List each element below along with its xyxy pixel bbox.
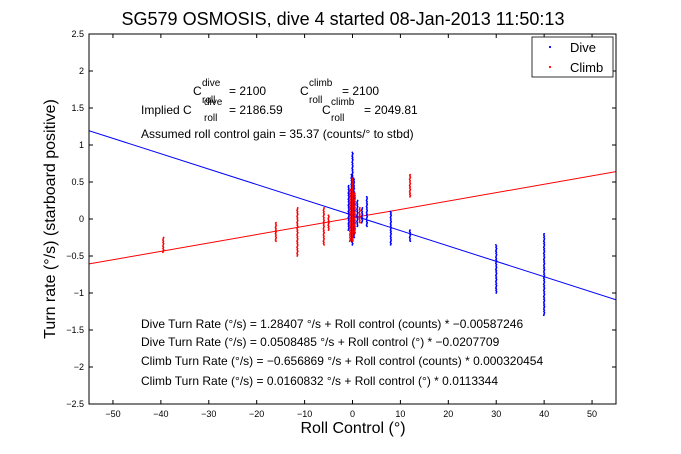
dive-degrees-equation: Dive Turn Rate (°/s) = 0.0508485 °/s + R… <box>141 335 500 349</box>
legend-climb-marker <box>548 65 552 69</box>
climb-point <box>327 214 330 217</box>
climb-point <box>296 207 299 209</box>
climb-point <box>409 173 412 176</box>
y-axis-label: Turn rate (°/s) (starboard positive) <box>42 99 59 339</box>
c-roll-dive-annotation: C dive roll = 2100 <box>193 78 266 106</box>
y-tick-label: −1.5 <box>66 325 84 335</box>
c-roll-climb-annotation: C climb roll = 2100 <box>300 78 379 106</box>
climb-counts-equation: Climb Turn Rate (°/s) = −0.656869 °/s + … <box>141 354 543 368</box>
x-tick-label: 10 <box>395 409 405 419</box>
x-tick-label: −50 <box>105 409 120 419</box>
y-tick-label: 1.5 <box>71 103 84 113</box>
climb-point <box>323 207 326 209</box>
legend-dive-label: Dive <box>570 40 596 55</box>
x-tick-label: −10 <box>297 409 312 419</box>
c-roll-dive-sub: roll <box>202 95 215 106</box>
climb-point <box>351 177 354 180</box>
assumed-gain-text: Assumed roll control gain = 35.37 (count… <box>141 127 414 141</box>
dive-point <box>365 195 368 198</box>
y-tick-label: 0.5 <box>71 177 84 187</box>
c-roll-dive-sup: dive <box>202 78 221 89</box>
implied-dive-value: = 2186.59 <box>229 103 283 117</box>
dive-counts-equation: Dive Turn Rate (°/s) = 1.28407 °/s + Rol… <box>141 317 523 331</box>
dive-point <box>347 184 350 187</box>
x-tick-label: −30 <box>201 409 216 419</box>
plot-area: −50 −40 −30 −20 −10 0 10 20 30 40 50−2.5−2−1.5−1−0… <box>66 29 617 419</box>
climb-series <box>161 173 412 257</box>
c-roll-climb-sub: roll <box>309 95 322 106</box>
c-roll-climb-label: C <box>300 84 309 98</box>
climb-point <box>349 188 352 191</box>
x-tick-label: 0 <box>350 409 355 419</box>
x-tick-label: 20 <box>443 409 453 419</box>
legend-box <box>531 36 614 78</box>
y-tick-label: 1 <box>79 140 84 150</box>
implied-climb-sup: climb <box>331 97 355 108</box>
y-tick-label: −0.5 <box>66 251 84 261</box>
implied-climb-sub: roll <box>331 113 344 124</box>
x-tick-label: 50 <box>587 409 597 419</box>
dive-point <box>389 210 392 213</box>
c-roll-dive-value: = 2100 <box>229 84 266 98</box>
y-tick-label: −2.5 <box>66 399 84 409</box>
climb-point <box>358 207 361 209</box>
implied-c-roll-annotation: Implied C dive roll = 2186.59 C climb ro… <box>141 97 418 124</box>
chart-title: SG579 OSMOSIS, dive 4 started 08-Jan-201… <box>122 9 565 29</box>
climb-point <box>353 192 356 195</box>
c-roll-dive-label: C <box>193 84 202 98</box>
x-axis-label: Roll Control (°) <box>300 420 405 437</box>
dive-point <box>352 177 355 180</box>
y-tick-label: 2 <box>79 66 84 76</box>
dive-point <box>356 199 359 202</box>
climb-degrees-equation: Climb Turn Rate (°/s) = 0.0160832 °/s + … <box>141 374 498 388</box>
data-points <box>161 151 546 317</box>
annotations: C dive roll = 2100 C climb roll = 2100 I… <box>141 78 543 388</box>
dive-point <box>351 151 354 154</box>
implied-prefix: Implied C <box>141 103 192 117</box>
y-tick-label: −2 <box>74 362 84 372</box>
y-tick-label: 2.5 <box>71 29 84 39</box>
y-tick-label: −1 <box>74 288 84 298</box>
dive-point <box>543 232 546 235</box>
y-tick-label: 0 <box>79 214 84 224</box>
implied-dive-sub: roll <box>204 113 217 124</box>
x-tick-label: 40 <box>539 409 549 419</box>
dive-point <box>409 229 411 232</box>
climb-point <box>275 221 277 224</box>
implied-dive-sup: dive <box>204 97 223 108</box>
legend-dive-marker <box>548 45 552 49</box>
implied-climb-value: = 2049.81 <box>364 103 418 117</box>
implied-climb-label: C <box>322 103 331 117</box>
axis-ticks: −50 −40 −30 −20 −10 0 10 20 30 40 50−2.5−2−1.5−1−0… <box>66 29 616 419</box>
legend: Dive Climb <box>531 36 614 78</box>
x-tick-label: −20 <box>249 409 264 419</box>
dive-point <box>494 244 497 246</box>
legend-climb-label: Climb <box>570 60 603 75</box>
c-roll-climb-sup: climb <box>309 78 333 89</box>
x-tick-label: 30 <box>491 409 501 419</box>
climb-point <box>162 236 165 239</box>
dive-point <box>361 207 364 209</box>
c-roll-climb-value: = 2100 <box>342 84 379 98</box>
x-tick-label: −40 <box>153 409 168 419</box>
